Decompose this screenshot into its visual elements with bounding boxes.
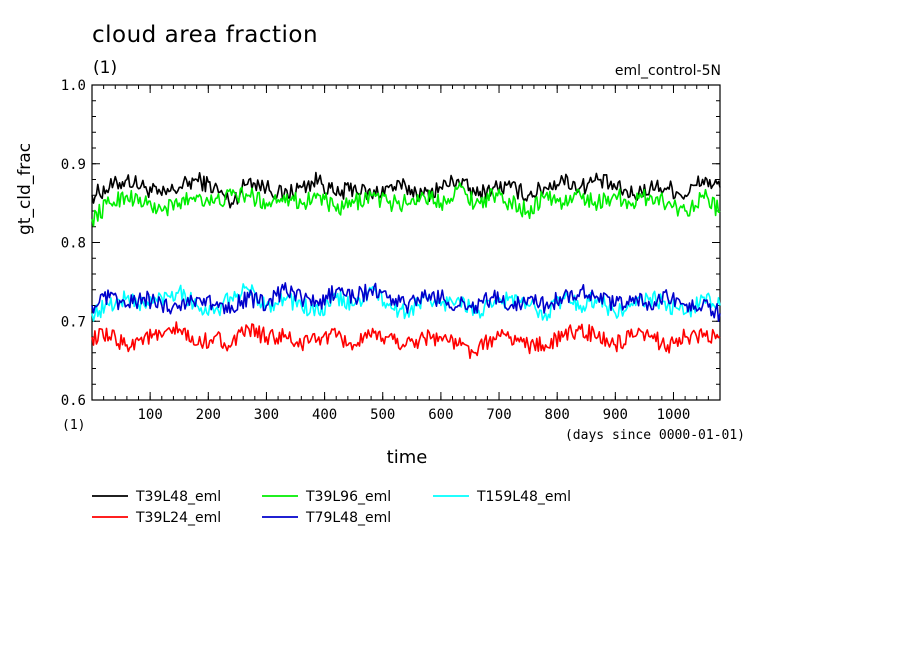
legend-label: T39L96_eml	[305, 489, 391, 505]
y-tick-label: 0.9	[61, 157, 86, 173]
x-axis-label: time	[387, 447, 428, 468]
y-axis-ticks: 0.6 0.7 0.8 0.9 1.0	[61, 78, 720, 409]
x-tick-label: 900	[603, 407, 628, 423]
x-tick-label: 700	[486, 407, 511, 423]
chart-title: cloud area fraction	[92, 22, 319, 48]
y-tick-label: 0.7	[61, 314, 86, 330]
legend-label: T79L48_eml	[305, 510, 391, 526]
series-line	[91, 171, 721, 209]
x-axis-unit: (days since 0000-01-01)	[565, 428, 745, 443]
x-tick-label: 500	[370, 407, 395, 423]
series-lines	[91, 171, 721, 360]
series-line	[91, 182, 721, 227]
legend-label: T159L48_eml	[476, 489, 571, 505]
y-axis-unit: (1)	[62, 418, 85, 433]
x-tick-label: 300	[254, 407, 279, 423]
legend-label: T39L24_eml	[135, 510, 221, 526]
x-tick-label: 400	[312, 407, 337, 423]
legend-label: T39L48_eml	[135, 489, 221, 505]
x-tick-label: 200	[196, 407, 221, 423]
chart-subtitle: (1)	[93, 58, 118, 78]
x-tick-label: 800	[545, 407, 570, 423]
y-tick-label: 0.6	[61, 393, 86, 409]
dataset-label: eml_control-5N	[614, 63, 721, 79]
y-tick-label: 1.0	[61, 78, 86, 94]
legend: T39L48_eml T39L96_eml T159L48_eml T39L24_em…	[92, 489, 571, 526]
series-line	[91, 283, 721, 322]
plot-frame	[91, 84, 721, 401]
x-tick-label: 1000	[657, 407, 691, 423]
y-tick-label: 0.8	[61, 236, 86, 252]
x-tick-label: 600	[428, 407, 453, 423]
series-line	[91, 321, 721, 360]
series-line	[91, 282, 721, 322]
x-axis-ticks: 100 200 300 400 500 600 700 800 900 1000	[103, 85, 709, 423]
x-tick-label: 100	[137, 407, 162, 423]
